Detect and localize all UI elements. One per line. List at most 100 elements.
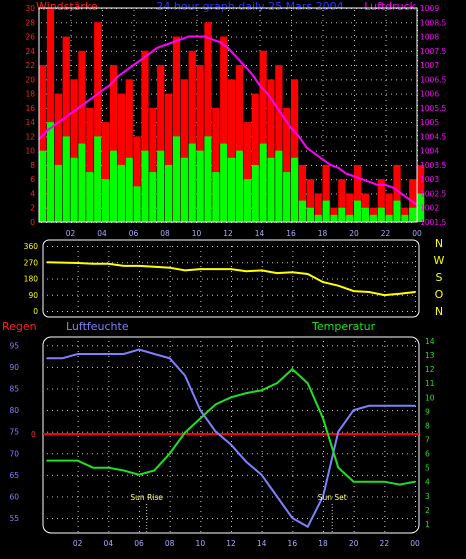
climate-grid-dot: [382, 366, 383, 368]
climate-grid-dot: [200, 401, 202, 402]
humidity-point: [337, 430, 340, 433]
direction-grid-dot: [77, 266, 79, 267]
wind-grid-dot: [301, 107, 302, 109]
climate-grid-dot: [367, 345, 368, 347]
direction-grid-dot: [384, 306, 386, 307]
direction-grid-dot: [353, 296, 355, 297]
wind-grid-dot: [251, 164, 252, 166]
climate-grid-dot: [262, 453, 263, 455]
climate-grid-dot: [177, 388, 178, 390]
direction-grid-dot: [384, 301, 386, 302]
climate-grid-dot: [353, 416, 355, 417]
climate-grid-dot: [297, 496, 298, 498]
wind-grid-dot: [165, 65, 166, 66]
climate-grid-dot: [342, 474, 343, 476]
wind-grid-dot: [165, 90, 166, 91]
climate-grid-dot: [92, 410, 93, 412]
direction-grid-dot: [353, 286, 355, 287]
direction-grid-dot: [327, 246, 328, 247]
climate-grid-dot: [231, 381, 232, 382]
direction-grid-dot: [117, 262, 118, 264]
climate-grid-dot: [200, 516, 202, 517]
direction-grid-dot: [261, 281, 263, 282]
wind-grid-dot: [70, 25, 72, 26]
wind-grid-dot: [101, 136, 102, 138]
wind-max-bar: [393, 164, 401, 222]
direction-grid-dot: [267, 294, 268, 296]
direction-grid-dot: [72, 278, 73, 280]
wind-grid-dot: [322, 20, 324, 21]
wind-grid-dot: [156, 164, 157, 166]
climate-grid-dot: [323, 346, 324, 347]
climate-grid-dot: [72, 410, 73, 412]
wind-grid-dot: [361, 93, 362, 95]
wind-grid-dot: [102, 110, 103, 111]
climate-grid-dot: [262, 431, 263, 433]
wind-grid-dot: [341, 136, 342, 138]
climate-grid-dot: [323, 406, 324, 407]
wind-avg-bar: [46, 122, 55, 222]
wind-max-bar: [306, 179, 314, 222]
climate-grid-dot: [384, 436, 386, 437]
climate-grid-dot: [182, 518, 183, 520]
climate-grid-dot: [353, 451, 355, 452]
direction-grid-dot: [187, 311, 188, 312]
direction-grid-dot: [62, 294, 63, 296]
wind-grid-dot: [286, 36, 287, 38]
wind-grid-dot: [371, 150, 372, 152]
humidity-point: [122, 353, 125, 355]
climate-grid-dot: [192, 453, 193, 455]
wind-grid-dot: [228, 15, 229, 16]
climate-grid-dot: [237, 496, 238, 498]
wind-grid-dot: [101, 65, 102, 67]
wind-grid-dot: [411, 136, 412, 138]
climate-grid-dot: [197, 474, 198, 476]
climate-grid-dot: [353, 501, 355, 502]
wind-max-bar: [86, 107, 94, 222]
climate-grid-dot: [353, 431, 355, 432]
wind-grid-dot: [101, 193, 102, 195]
pressure-point: [148, 52, 151, 55]
climate-grid-dot: [317, 474, 318, 476]
humidity-y-tick: 55: [9, 514, 19, 523]
climate-grid-dot: [261, 351, 263, 352]
climate-grid-dot: [382, 345, 383, 347]
wind-grid-dot: [396, 150, 397, 152]
direction-grid-dot: [382, 311, 383, 312]
humidity-point: [291, 517, 294, 519]
climate-grid-dot: [62, 496, 63, 498]
wind-grid-dot: [322, 70, 324, 71]
wind-grid-dot: [326, 136, 327, 138]
climate-grid-dot: [323, 436, 324, 437]
climate-grid-dot: [200, 381, 202, 382]
climate-grid-dot: [82, 496, 83, 498]
climate-grid-dot: [282, 431, 283, 433]
wind-grid-dot: [171, 65, 172, 67]
wind-x-tick: 12: [223, 229, 233, 238]
climate-grid-dot: [67, 366, 68, 368]
climate-grid-dot: [167, 496, 168, 498]
wind-grid-dot: [354, 40, 355, 41]
wind-max-bar: [54, 93, 62, 222]
climate-grid-dot: [200, 366, 202, 367]
climate-grid-dot: [415, 461, 416, 462]
wind-grid-dot: [133, 20, 135, 21]
pressure-point: [313, 152, 316, 155]
direction-grid-dot: [182, 311, 183, 312]
climate-grid-dot: [108, 371, 110, 372]
direction-grid-dot: [307, 262, 308, 264]
climate-grid-dot: [353, 471, 355, 472]
wind-grid-dot: [291, 40, 292, 41]
direction-grid-dot: [217, 294, 218, 296]
climate-grid-dot: [87, 345, 88, 347]
wind-grid-dot: [196, 22, 197, 24]
wind-grid-dot: [354, 45, 355, 46]
wind-grid-dot: [401, 79, 402, 81]
wind-grid-dot: [322, 120, 324, 121]
climate-grid-dot: [231, 436, 232, 437]
wind-grid-dot: [76, 36, 77, 38]
climate-grid-dot: [277, 453, 278, 455]
climate-grid-dot: [353, 486, 355, 487]
wind-grid-dot: [71, 50, 72, 52]
climate-grid-dot: [222, 345, 223, 347]
